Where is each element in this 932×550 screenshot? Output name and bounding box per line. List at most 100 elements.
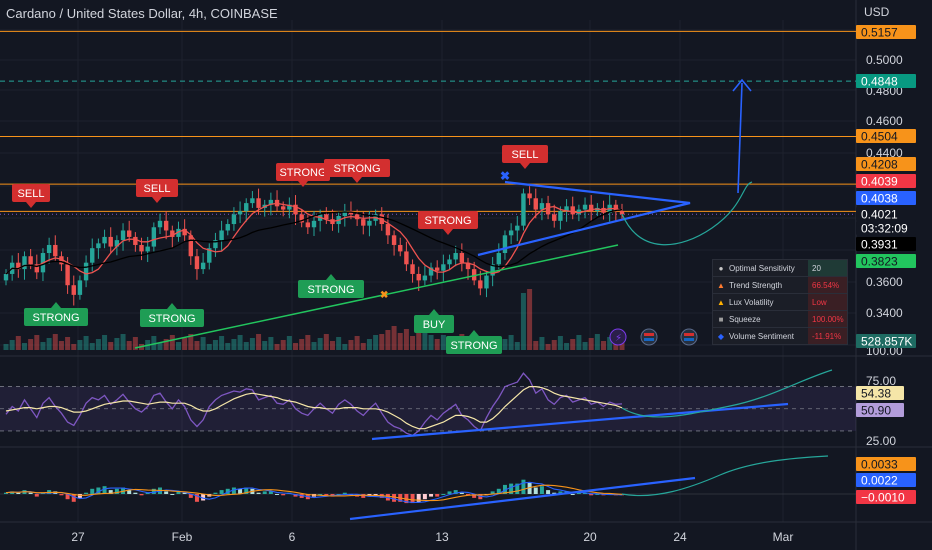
macd-line [5,481,623,503]
signal-box [418,211,478,229]
volume-bar [52,334,58,350]
signal-pointer [51,302,61,308]
price-badge-text: 0.5157 [861,26,898,40]
volume-bar [256,334,262,350]
volume-bar [391,326,397,350]
price-badge-bg [856,191,916,205]
signal-text: STRONG [279,167,326,179]
volume-bar [151,336,157,350]
signal-text: STRONG [333,163,380,175]
candle-body [521,193,526,226]
warning-icon: ▲ [717,297,725,307]
candle-body [527,193,532,199]
volume-bar [533,341,539,350]
candle-body [90,248,95,263]
macd-bar [275,494,280,495]
macd-bar [422,494,427,500]
volume-bar [607,337,613,350]
macd-bar [410,494,415,504]
signal-pointer [469,330,479,336]
volume-bar [169,335,175,350]
price-badge-bg [856,334,916,348]
buy-signal-label: STRONG [140,303,204,327]
volume-bar [545,344,551,350]
candle-body [422,275,428,281]
volume-bar [336,337,342,350]
signal-text: STRONG [307,284,354,296]
volume-bar [514,342,520,350]
macd-bar [10,491,15,494]
dashboard-label: Volume Sentiment [729,331,794,341]
macd-bar [182,492,187,494]
candle-body [83,262,89,281]
macd-bar [589,494,594,496]
signal-text: STRONG [424,215,471,227]
signal-box [414,315,454,333]
macd-bar [256,492,261,494]
volume-bar [34,335,40,350]
volume-bar [219,336,225,350]
macd-bar [139,494,144,496]
candle-body [213,240,218,249]
macd-bar [225,488,230,494]
candle-body [490,264,495,276]
macd-bar [342,492,347,494]
signal-text: STRONG [148,313,195,325]
candle-body [564,206,569,212]
macd-bar [595,494,600,495]
volume-bar [379,334,385,350]
candle-body [435,267,440,271]
rsi-badge-text: 50.90 [861,404,891,418]
volume-bar [231,339,237,350]
volume-bar [397,333,403,350]
macd-badge: 0.0022 [856,473,916,488]
price-badge-text: 528.857K [861,335,912,349]
macd-bar [176,491,181,494]
signal-pointer [429,309,439,315]
currency-label[interactable]: USD [864,5,890,19]
macd-badge-bg [856,490,916,504]
volume-bar [243,342,249,350]
signal-pointer [26,202,36,208]
time-axis-label: 24 [673,530,687,544]
candle-body [453,253,458,260]
macd-bar [318,494,323,495]
price-badge-text: 0.4038 [861,192,898,206]
signal-box [502,145,548,163]
candle-body [157,220,163,228]
volume-bar [206,344,212,350]
volume-bar [502,339,508,350]
volume-bar [274,344,280,350]
dashboard-row: ▲ Trend Strength 66.54% [713,277,847,294]
signal-box [276,163,330,181]
candle-body [145,246,150,252]
volume-bar [564,343,570,350]
macd-bar [521,479,526,494]
price-badge-text: 0.4504 [861,130,898,144]
dashboard-row: ▲ Lux Volatility Low [713,294,847,311]
dashboard-value: 100.00% [808,311,847,327]
volume-bar [385,330,391,350]
macd-bar [447,491,452,494]
macd-bar [472,494,477,498]
volume-bar [237,335,243,350]
macd-bar [84,492,89,494]
signal-pointer [443,229,453,235]
macd-bar [509,483,514,494]
volume-bar [40,342,46,350]
candle-body [558,211,563,221]
candle-body [3,273,9,281]
price-badge-text: 0.4021 [861,208,898,222]
candle-body [108,236,113,247]
candle-body [151,227,157,247]
candle-body [114,240,120,247]
candle-body [219,230,224,241]
dashboard-row: ■ Squeeze 100.00% [713,311,847,328]
buy-signal-label: STRONG [24,302,88,326]
signal-pointer [298,181,308,187]
candle-body [120,230,126,241]
macd-bar [219,490,224,494]
macd-bar [194,494,199,502]
dashboard-value: 66.54% [808,277,847,293]
